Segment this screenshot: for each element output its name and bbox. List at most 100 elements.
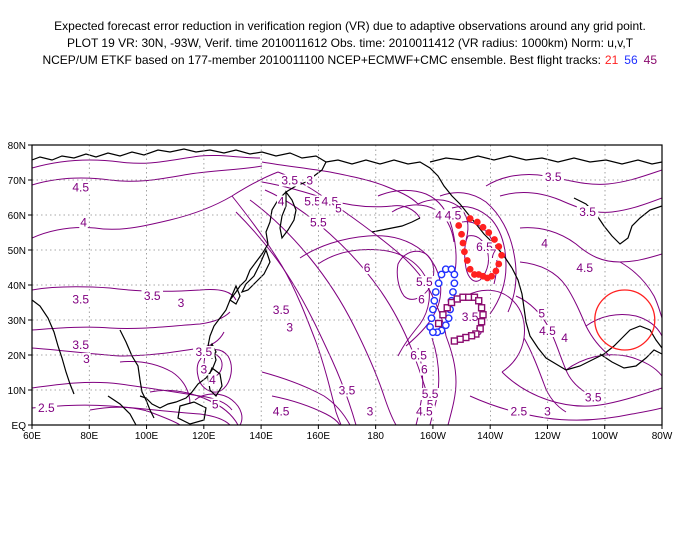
contour-label-bg: [576, 206, 599, 218]
verification-region-circle: [594, 289, 656, 351]
contour-label: 3.5: [585, 391, 602, 405]
y-tick-label-20n: 20N: [8, 351, 26, 362]
track-56-marker: [450, 270, 459, 279]
contour-label-bg: [537, 307, 546, 320]
contour-label: 3.5: [281, 174, 298, 188]
contour-label: 5.5: [416, 275, 433, 289]
contour-line: [619, 261, 662, 319]
header-line-2: PLOT 19 VR: 30N, -93W, Verif. time 20100…: [67, 36, 634, 50]
contour-line: [417, 199, 469, 241]
contour-line: [261, 181, 421, 219]
track-56-marker: [441, 321, 450, 330]
track-45-marker: [477, 304, 486, 312]
coastline-sumatra: [107, 395, 137, 425]
track-56-marker: [430, 296, 439, 305]
contour-label-bg: [536, 325, 559, 337]
contour-line: [271, 395, 341, 425]
contour-line: [194, 393, 243, 425]
contour-label: 5: [538, 307, 545, 321]
coastline-mexico: [599, 349, 662, 369]
contour-label: 3.5: [72, 293, 89, 307]
contour-line: [32, 154, 261, 169]
contour-label-bg: [362, 262, 372, 274]
track-45-marker: [450, 337, 459, 345]
coastline-na-arctic: [429, 155, 662, 165]
contour-line: [149, 389, 239, 425]
contour-label-bg: [69, 181, 92, 194]
contour-label: 4: [541, 237, 548, 251]
contour-label: 3.5: [545, 170, 562, 184]
x-tick-label-180: 180: [367, 431, 384, 442]
contour-label: 3: [286, 321, 293, 335]
contour-line: [565, 354, 662, 377]
contour-line: [119, 361, 191, 405]
contour-label: 4.5: [72, 181, 89, 195]
contour-label-bg: [365, 405, 375, 418]
contour-label: 5: [212, 398, 219, 412]
contour-line: [519, 261, 611, 357]
track-56-legend-label: 56: [624, 53, 638, 67]
track-56-marker: [429, 328, 437, 337]
contour-label: 5: [427, 398, 434, 412]
coastline-alaska: [325, 159, 513, 269]
contour-label-bg: [442, 209, 464, 222]
x-tick-label-100w: 100W: [592, 431, 619, 442]
contour-label: 5: [335, 202, 342, 216]
y-tick-label-10n: 10N: [8, 386, 26, 397]
y-tick-label-40n: 40N: [8, 281, 26, 292]
contour-label-bg: [434, 209, 443, 222]
verification-region-layer: [594, 289, 656, 351]
track-56-marker: [429, 305, 437, 314]
contour-label: 3.5: [273, 303, 290, 317]
track-21-marker: [485, 229, 493, 236]
contour-line: [585, 313, 662, 337]
contour-label: 7: [490, 247, 497, 261]
contour-label-bg: [413, 276, 436, 288]
contour-label-bg: [407, 349, 430, 362]
track-21-marker: [479, 223, 487, 231]
contour-label-bg: [270, 304, 292, 316]
contour-line: [249, 199, 397, 425]
contour-label: 3.5: [579, 205, 596, 219]
track-21-marker: [498, 251, 506, 259]
x-tick-label-160e: 160E: [307, 431, 331, 442]
contour-label-bg: [79, 216, 88, 229]
contour-label-bg: [35, 402, 58, 414]
track-56-marker: [449, 288, 457, 296]
contour-label: 4: [80, 216, 87, 230]
y-tick-label-70n: 70N: [8, 176, 26, 187]
contour-label: 3.5: [462, 310, 479, 324]
track-45-marker: [475, 297, 483, 305]
contour-line: [519, 227, 662, 263]
track-21-marker: [495, 243, 503, 250]
x-tick-label-60e: 60E: [23, 431, 41, 442]
track-56-marker: [437, 270, 446, 279]
contour-label: 3.5: [144, 289, 161, 303]
contour-label-bg: [420, 363, 429, 376]
contour-label-bg: [69, 339, 92, 351]
contour-label: 3: [544, 405, 551, 419]
contour-label: 2.5: [510, 405, 527, 419]
track-21-marker: [463, 257, 471, 264]
contour-label: 4: [209, 373, 216, 387]
track-45-marker: [476, 325, 484, 333]
track-21-marker: [466, 265, 474, 273]
contour-label-bg: [508, 405, 530, 418]
contour-label: 4: [435, 209, 442, 223]
coastline-asia-north: [32, 148, 327, 163]
contour-label: 3: [200, 363, 207, 377]
contour-label-bg: [285, 321, 294, 334]
track-56-marker: [427, 314, 436, 323]
contour-label: 4.5: [416, 405, 433, 419]
contour-label: 6: [418, 293, 425, 307]
header-line-3-prefix: NCEP/UM ETKF based on 177-member 2010011…: [42, 53, 600, 67]
header-line-3: NCEP/UM ETKF based on 177-member 2010011…: [42, 53, 657, 67]
contour-label-bg: [270, 405, 292, 418]
contour-line: [89, 406, 181, 425]
track-21-marker: [461, 248, 468, 256]
contour-label-bg: [459, 311, 481, 323]
y-tick-label-60n: 60N: [8, 211, 26, 222]
contour-line: [523, 337, 567, 413]
